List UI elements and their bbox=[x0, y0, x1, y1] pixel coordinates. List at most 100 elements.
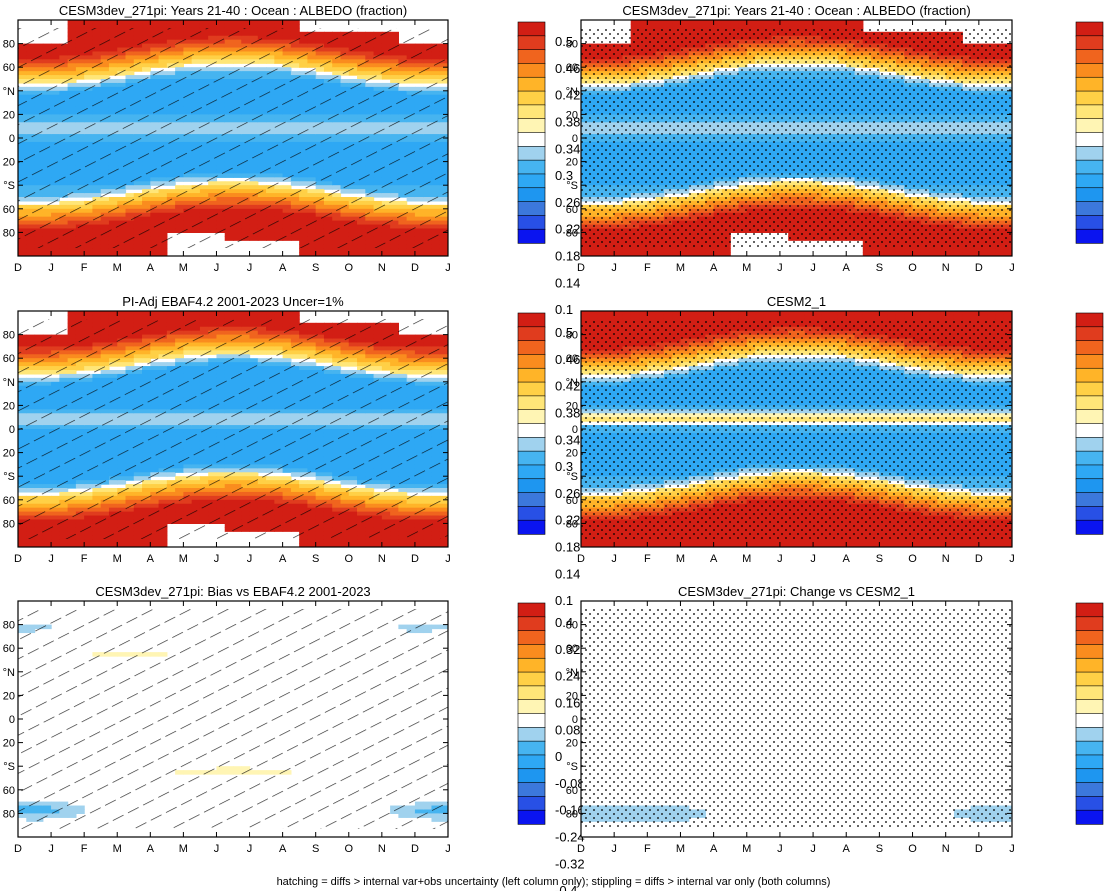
heatmap-cell bbox=[241, 23, 251, 29]
heatmap-cell bbox=[862, 248, 872, 253]
heatmap-cell bbox=[697, 252, 706, 256]
heatmap-cell bbox=[357, 252, 366, 256]
heatmap-cell bbox=[365, 252, 375, 256]
heatmap-cell bbox=[257, 23, 267, 29]
heatmap-cell bbox=[705, 248, 715, 253]
colorbar-swatch bbox=[517, 76, 546, 92]
heatmap-cell bbox=[133, 23, 143, 29]
heatmap-cell bbox=[597, 252, 607, 256]
heatmap-cell bbox=[92, 248, 102, 253]
heatmap-cell bbox=[133, 252, 143, 256]
heatmap-cell bbox=[26, 248, 36, 253]
heatmap-cell bbox=[630, 252, 640, 256]
heatmap-cell bbox=[18, 252, 27, 256]
heatmap-cell bbox=[655, 252, 665, 256]
heatmap-cell bbox=[75, 248, 85, 253]
heatmap-cell bbox=[117, 248, 127, 253]
heatmap-cell bbox=[332, 252, 342, 256]
heatmap-cell bbox=[639, 248, 648, 253]
heatmap-cell bbox=[813, 20, 822, 25]
colorbar-swatch bbox=[517, 90, 546, 106]
heatmap-cell bbox=[199, 20, 209, 25]
heatmap-cell bbox=[199, 23, 209, 29]
heatmap-cell bbox=[755, 23, 764, 29]
heatmap-field bbox=[581, 20, 1012, 256]
heatmap-cell bbox=[117, 20, 127, 25]
colorbar-label: 0.14 bbox=[555, 275, 580, 290]
heatmap-cell bbox=[630, 20, 640, 25]
heatmap-cell bbox=[697, 248, 706, 253]
heatmap-cell bbox=[439, 252, 448, 256]
heatmap-cell bbox=[75, 252, 85, 256]
heatmap-cell bbox=[680, 20, 690, 25]
heatmap-cell bbox=[381, 252, 391, 256]
heatmap-cell bbox=[779, 20, 789, 25]
heatmap-cell bbox=[323, 252, 333, 256]
x-tick-label: J bbox=[445, 262, 451, 274]
heatmap-cell bbox=[788, 23, 798, 29]
heatmap-cell bbox=[108, 248, 118, 253]
heatmap-cell bbox=[150, 23, 160, 29]
colorbar: 0.50.460.420.380.340.30.260.220.180.140.… bbox=[517, 21, 580, 317]
heatmap-cell bbox=[738, 20, 748, 25]
heatmap-cell bbox=[406, 252, 416, 256]
heatmap-cell bbox=[614, 248, 624, 253]
colorbar-swatch bbox=[517, 132, 546, 148]
heatmap-cell bbox=[59, 248, 69, 253]
heatmap-cell bbox=[175, 20, 184, 25]
heatmap-cell bbox=[630, 248, 640, 253]
colorbar-swatch bbox=[517, 187, 546, 203]
heatmap-cell bbox=[142, 248, 151, 253]
heatmap-cell bbox=[274, 20, 284, 25]
x-tick-label: J bbox=[247, 262, 253, 274]
colorbar-label: 0.26 bbox=[555, 195, 580, 210]
heatmap-cell bbox=[158, 20, 168, 25]
heatmap-cell bbox=[804, 20, 814, 25]
heatmap-cell bbox=[108, 20, 118, 25]
heatmap-cell bbox=[423, 252, 433, 256]
heatmap-cell bbox=[854, 23, 864, 29]
y-tick-label: 80 bbox=[3, 39, 15, 51]
heatmap-cell bbox=[266, 23, 275, 29]
heatmap-cell bbox=[348, 252, 358, 256]
y-tick-label: 60 bbox=[3, 204, 15, 216]
heatmap-cell bbox=[348, 248, 358, 253]
heatmap-cell bbox=[365, 248, 375, 253]
heatmap-cell bbox=[705, 20, 715, 25]
heatmap-cell bbox=[688, 20, 698, 25]
heatmap-cell bbox=[871, 248, 880, 253]
heatmap-cell bbox=[241, 20, 251, 25]
heatmap-cell bbox=[299, 252, 309, 256]
heatmap-cell bbox=[639, 23, 648, 29]
heatmap-field bbox=[18, 20, 448, 256]
colorbar-swatch bbox=[517, 118, 546, 134]
colorbar-label: 0.5 bbox=[555, 34, 573, 49]
heatmap-cell bbox=[26, 252, 36, 256]
y-tick-label: 0 bbox=[9, 133, 15, 145]
heatmap-cell bbox=[84, 248, 94, 253]
heatmap-cell bbox=[249, 20, 259, 25]
x-tick-label: N bbox=[378, 262, 386, 274]
heatmap-cell bbox=[622, 248, 632, 253]
heatmap-cell bbox=[663, 252, 673, 256]
hatching-overlay bbox=[18, 28, 448, 248]
heatmap-cell bbox=[142, 252, 151, 256]
heatmap-cell bbox=[92, 23, 102, 29]
heatmap-cell bbox=[274, 23, 284, 29]
heatmap-cell bbox=[663, 248, 673, 253]
heatmap-cell bbox=[100, 20, 110, 25]
heatmap-cell bbox=[655, 248, 665, 253]
heatmap-cell bbox=[307, 252, 317, 256]
heatmap-cell bbox=[821, 23, 831, 29]
heatmap-cell bbox=[655, 20, 665, 25]
heatmap-cell bbox=[763, 23, 773, 29]
heatmap-cell bbox=[67, 252, 77, 256]
heatmap-cell bbox=[166, 20, 176, 25]
heatmap-cell bbox=[647, 20, 657, 25]
heatmap-cell bbox=[290, 23, 300, 29]
colorbar-swatch bbox=[517, 49, 546, 65]
heatmap-cell bbox=[680, 252, 690, 256]
heatmap-cell bbox=[813, 23, 822, 29]
heatmap-cell bbox=[257, 20, 267, 25]
heatmap-cell bbox=[688, 248, 698, 253]
